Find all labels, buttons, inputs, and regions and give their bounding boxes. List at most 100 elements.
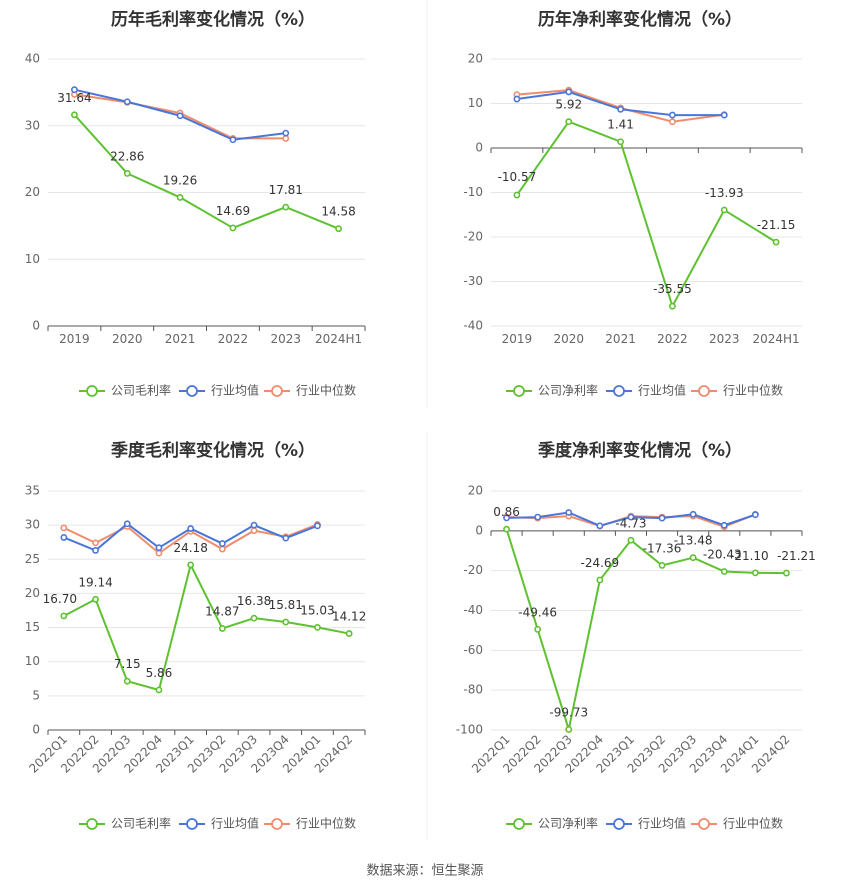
x-tick-label: 2022: [218, 332, 249, 346]
data-point-company[interactable]: [720, 206, 728, 214]
data-point-company[interactable]: [123, 170, 131, 177]
data-point-company[interactable]: [617, 138, 624, 146]
data-point-company[interactable]: [123, 677, 131, 685]
legend-item-industry-median[interactable]: 行业中位数: [264, 816, 356, 831]
legend-item-company[interactable]: 公司毛利率: [79, 816, 171, 831]
data-label: 19.26: [163, 173, 197, 187]
data-point-industry-avg[interactable]: [565, 88, 573, 96]
data-point-company[interactable]: [513, 191, 521, 199]
data-point-company[interactable]: [71, 111, 78, 119]
x-tick-label: 2023: [709, 332, 740, 346]
data-point-industry-avg[interactable]: [187, 525, 195, 532]
data-point-company[interactable]: [720, 568, 728, 575]
data-point-industry-avg[interactable]: [176, 112, 184, 120]
data-point-industry-median[interactable]: [250, 527, 258, 535]
data-point-industry-avg[interactable]: [123, 520, 131, 528]
data-point-industry-avg[interactable]: [534, 513, 542, 521]
data-label: -20.43: [703, 548, 742, 562]
legend-item-industry-avg[interactable]: 行业均值: [179, 383, 259, 398]
data-point-industry-avg[interactable]: [71, 86, 78, 94]
data-point-industry-avg[interactable]: [92, 547, 99, 554]
data-point-industry-median[interactable]: [60, 524, 68, 532]
data-point-company[interactable]: [282, 618, 290, 626]
data-point-company[interactable]: [335, 225, 342, 233]
data-point-industry-median[interactable]: [218, 545, 226, 553]
data-point-industry-avg[interactable]: [565, 509, 573, 516]
legend-item-industry-avg[interactable]: 行业均值: [606, 383, 686, 398]
legend-label: 行业均值: [211, 383, 259, 398]
data-point-industry-avg[interactable]: [617, 105, 624, 113]
data-label: 5.92: [555, 98, 582, 112]
legend-item-company[interactable]: 公司净利率: [506, 383, 598, 398]
y-tick-label: -60: [463, 643, 483, 657]
data-point-industry-avg[interactable]: [596, 522, 604, 530]
series-line-company: [73, 114, 339, 230]
data-point-industry-avg[interactable]: [669, 111, 676, 119]
y-tick-label: 30: [25, 518, 40, 532]
data-point-industry-avg[interactable]: [720, 521, 728, 529]
data-point-industry-avg[interactable]: [123, 98, 131, 106]
data-point-industry-avg[interactable]: [503, 514, 510, 522]
data-point-company[interactable]: [596, 576, 604, 584]
data-point-company[interactable]: [250, 614, 258, 622]
legend-item-industry-median[interactable]: 行业中位数: [691, 383, 783, 398]
data-point-company[interactable]: [282, 203, 290, 211]
data-point-industry-avg[interactable]: [689, 510, 697, 518]
data-point-company[interactable]: [229, 224, 237, 232]
data-point-industry-avg[interactable]: [658, 514, 666, 522]
data-point-company[interactable]: [60, 612, 68, 620]
data-point-industry-avg[interactable]: [314, 522, 321, 530]
data-source-label: 数据来源：恒生聚源: [366, 864, 483, 879]
data-point-company[interactable]: [345, 630, 353, 637]
data-point-industry-median[interactable]: [282, 135, 290, 142]
data-point-industry-avg[interactable]: [229, 136, 237, 144]
y-tick-label: 25: [25, 552, 40, 566]
data-point-company[interactable]: [314, 623, 321, 631]
data-label: 14.87: [205, 604, 239, 618]
legend-item-company[interactable]: 公司毛利率: [79, 383, 171, 398]
y-tick-label: -30: [463, 274, 483, 288]
legend-item-company[interactable]: 公司净利率: [506, 816, 598, 831]
data-point-industry-median[interactable]: [155, 549, 163, 557]
data-point-company[interactable]: [187, 561, 195, 569]
legend-item-industry-median[interactable]: 行业中位数: [691, 816, 783, 831]
data-point-company[interactable]: [669, 302, 676, 310]
y-tick-label: 10: [25, 654, 40, 668]
data-point-company[interactable]: [218, 625, 226, 632]
data-point-industry-avg[interactable]: [513, 95, 521, 103]
data-point-company[interactable]: [92, 595, 99, 603]
data-point-company[interactable]: [534, 625, 542, 633]
legend-item-industry-median[interactable]: 行业中位数: [264, 383, 356, 398]
legend-item-industry-avg[interactable]: 行业均值: [606, 816, 686, 831]
data-point-industry-avg[interactable]: [250, 521, 258, 529]
data-point-company[interactable]: [155, 686, 163, 694]
data-point-industry-avg[interactable]: [720, 111, 728, 119]
data-point-industry-avg[interactable]: [218, 540, 226, 547]
data-label: 24.18: [173, 541, 207, 555]
data-point-industry-avg[interactable]: [155, 544, 163, 552]
data-point-company[interactable]: [565, 726, 573, 733]
data-label: 15.03: [300, 603, 334, 617]
data-point-company[interactable]: [689, 554, 697, 562]
legend-item-industry-avg[interactable]: 行业均值: [179, 816, 259, 831]
data-point-company[interactable]: [751, 569, 759, 577]
data-point-company[interactable]: [503, 525, 510, 533]
data-point-company[interactable]: [783, 569, 790, 577]
legend-swatch-marker: [513, 385, 525, 397]
data-point-industry-median[interactable]: [92, 539, 99, 547]
data-point-industry-median[interactable]: [669, 118, 676, 126]
data-point-company[interactable]: [565, 118, 573, 126]
chart-title: 历年毛利率变化情况（%）: [111, 9, 315, 30]
data-point-company[interactable]: [176, 194, 184, 201]
y-tick-label: -10: [463, 185, 483, 199]
data-point-industry-avg[interactable]: [282, 534, 290, 542]
data-point-company[interactable]: [627, 536, 635, 544]
data-point-industry-avg[interactable]: [627, 513, 635, 521]
legend-swatch-marker: [186, 385, 198, 397]
data-point-industry-avg[interactable]: [60, 534, 68, 541]
data-point-industry-avg[interactable]: [751, 511, 759, 519]
data-point-company[interactable]: [772, 238, 780, 246]
data-point-industry-avg[interactable]: [282, 129, 290, 137]
y-tick-label: 35: [25, 484, 40, 498]
data-point-company[interactable]: [658, 562, 666, 569]
